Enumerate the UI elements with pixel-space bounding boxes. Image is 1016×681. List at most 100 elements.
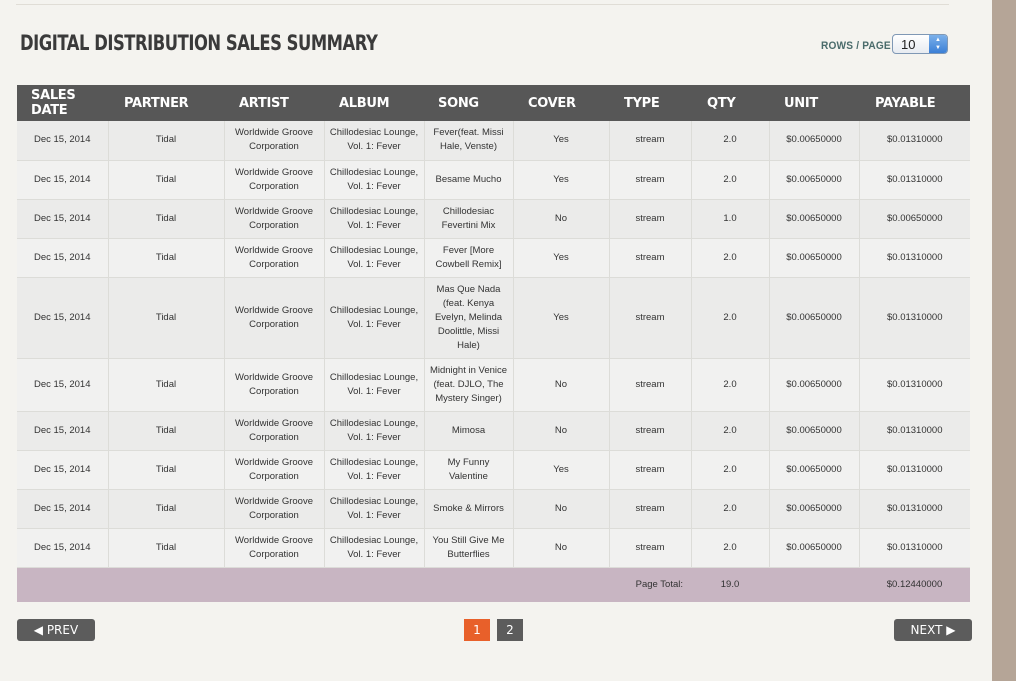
cell-unit: $0.00650000 xyxy=(769,411,860,451)
cell-artist: Worldwide Groove Corporation xyxy=(224,160,325,200)
page-total-row: Page Total: 19.0 $0.12440000 xyxy=(17,567,970,602)
cell-cover: No xyxy=(513,358,610,412)
table-row: Dec 15, 2014 Tidal Worldwide Groove Corp… xyxy=(17,121,970,161)
cell-partner: Tidal xyxy=(108,411,225,451)
cell-album: Chillodesiac Lounge, Vol. 1: Fever xyxy=(324,277,425,359)
cell-type: stream xyxy=(609,277,692,359)
cell-sales-date: Dec 15, 2014 xyxy=(17,411,109,451)
col-header-song[interactable]: SONG xyxy=(424,85,513,121)
col-header-sales-date[interactable]: SALES DATE xyxy=(17,85,108,121)
page-total-label: Page Total: xyxy=(609,567,691,602)
cell-qty: 2.0 xyxy=(691,277,770,359)
cell-type: stream xyxy=(609,489,692,529)
table-row: Dec 15, 2014 Tidal Worldwide Groove Corp… xyxy=(17,450,970,490)
cell-payable: $0.01310000 xyxy=(859,121,970,161)
cell-sales-date: Dec 15, 2014 xyxy=(17,489,109,529)
cell-artist: Worldwide Groove Corporation xyxy=(224,277,325,359)
cell-song: Fever(feat. Missi Hale, Venste) xyxy=(424,121,514,161)
cell-unit: $0.00650000 xyxy=(769,199,860,239)
cell-song: You Still Give Me Butterflies xyxy=(424,528,514,568)
cell-album: Chillodesiac Lounge, Vol. 1: Fever xyxy=(324,238,425,278)
cell-song: Mimosa xyxy=(424,411,514,451)
cell-cover: No xyxy=(513,489,610,529)
cell-album: Chillodesiac Lounge, Vol. 1: Fever xyxy=(324,199,425,239)
col-header-qty[interactable]: QTY xyxy=(691,85,769,121)
cell-album: Chillodesiac Lounge, Vol. 1: Fever xyxy=(324,358,425,412)
cell-unit: $0.00650000 xyxy=(769,450,860,490)
cell-partner: Tidal xyxy=(108,160,225,200)
cell-album: Chillodesiac Lounge, Vol. 1: Fever xyxy=(324,160,425,200)
cell-artist: Worldwide Groove Corporation xyxy=(224,199,325,239)
cell-partner: Tidal xyxy=(108,489,225,529)
cell-unit: $0.00650000 xyxy=(769,358,860,412)
cell-cover: Yes xyxy=(513,238,610,278)
cell-qty: 2.0 xyxy=(691,528,770,568)
cell-cover: No xyxy=(513,411,610,451)
page-2-button[interactable]: 2 xyxy=(497,619,523,641)
cell-payable: $0.01310000 xyxy=(859,489,970,529)
cell-unit: $0.00650000 xyxy=(769,160,860,200)
cell-type: stream xyxy=(609,358,692,412)
cell-unit: $0.00650000 xyxy=(769,277,860,359)
rows-per-page-value: 10 xyxy=(901,37,916,52)
cell-album: Chillodesiac Lounge, Vol. 1: Fever xyxy=(324,450,425,490)
cell-cover: Yes xyxy=(513,160,610,200)
table-row: Dec 15, 2014 Tidal Worldwide Groove Corp… xyxy=(17,199,970,239)
cell-sales-date: Dec 15, 2014 xyxy=(17,160,109,200)
table-row: Dec 15, 2014 Tidal Worldwide Groove Corp… xyxy=(17,358,970,412)
col-header-type[interactable]: TYPE xyxy=(609,85,691,121)
cell-artist: Worldwide Groove Corporation xyxy=(224,528,325,568)
cell-album: Chillodesiac Lounge, Vol. 1: Fever xyxy=(324,121,425,161)
col-header-album[interactable]: ALBUM xyxy=(324,85,424,121)
table-row: Dec 15, 2014 Tidal Worldwide Groove Corp… xyxy=(17,411,970,451)
cell-artist: Worldwide Groove Corporation xyxy=(224,450,325,490)
page-total-payable: $0.12440000 xyxy=(859,567,970,602)
cell-partner: Tidal xyxy=(108,238,225,278)
table-row: Dec 15, 2014 Tidal Worldwide Groove Corp… xyxy=(17,528,970,568)
cell-cover: No xyxy=(513,528,610,568)
cell-unit: $0.00650000 xyxy=(769,528,860,568)
cell-sales-date: Dec 15, 2014 xyxy=(17,238,109,278)
cell-cover: No xyxy=(513,199,610,239)
col-header-partner[interactable]: PARTNER xyxy=(108,85,224,121)
cell-type: stream xyxy=(609,160,692,200)
right-scroll-border xyxy=(992,0,1016,681)
cell-payable: $0.01310000 xyxy=(859,277,970,359)
col-header-cover[interactable]: COVER xyxy=(513,85,609,121)
col-header-artist[interactable]: ARTIST xyxy=(224,85,324,121)
cell-artist: Worldwide Groove Corporation xyxy=(224,238,325,278)
cell-type: stream xyxy=(609,528,692,568)
page-title: DIGITAL DISTRIBUTION SALES SUMMARY xyxy=(20,31,378,55)
cell-qty: 1.0 xyxy=(691,199,770,239)
cell-unit: $0.00650000 xyxy=(769,238,860,278)
table-row: Dec 15, 2014 Tidal Worldwide Groove Corp… xyxy=(17,160,970,200)
cell-payable: $0.01310000 xyxy=(859,528,970,568)
cell-artist: Worldwide Groove Corporation xyxy=(224,489,325,529)
cell-payable: $0.01310000 xyxy=(859,238,970,278)
cell-artist: Worldwide Groove Corporation xyxy=(224,411,325,451)
next-button[interactable]: NEXT ▶ xyxy=(894,619,972,641)
col-header-unit[interactable]: UNIT xyxy=(769,85,859,121)
select-arrows-icon: ▲ ▼ xyxy=(929,35,947,53)
cell-album: Chillodesiac Lounge, Vol. 1: Fever xyxy=(324,489,425,529)
cell-qty: 2.0 xyxy=(691,238,770,278)
col-header-payable[interactable]: PAYABLE xyxy=(859,85,970,121)
table-row: Dec 15, 2014 Tidal Worldwide Groove Corp… xyxy=(17,238,970,278)
cell-payable: $0.00650000 xyxy=(859,199,970,239)
cell-qty: 2.0 xyxy=(691,358,770,412)
cell-sales-date: Dec 15, 2014 xyxy=(17,121,109,161)
page-total-qty: 19.0 xyxy=(691,567,769,602)
cell-qty: 2.0 xyxy=(691,160,770,200)
table-row: Dec 15, 2014 Tidal Worldwide Groove Corp… xyxy=(17,277,970,359)
cell-sales-date: Dec 15, 2014 xyxy=(17,199,109,239)
rows-per-page-select[interactable]: 10 ▲ ▼ xyxy=(892,34,948,54)
cell-payable: $0.01310000 xyxy=(859,358,970,412)
cell-unit: $0.00650000 xyxy=(769,489,860,529)
prev-button[interactable]: ◀ PREV xyxy=(17,619,95,641)
page-1-button[interactable]: 1 xyxy=(464,619,490,641)
top-divider xyxy=(16,4,949,5)
table-row: Dec 15, 2014 Tidal Worldwide Groove Corp… xyxy=(17,489,970,529)
cell-cover: Yes xyxy=(513,121,610,161)
cell-payable: $0.01310000 xyxy=(859,450,970,490)
cell-unit: $0.00650000 xyxy=(769,121,860,161)
